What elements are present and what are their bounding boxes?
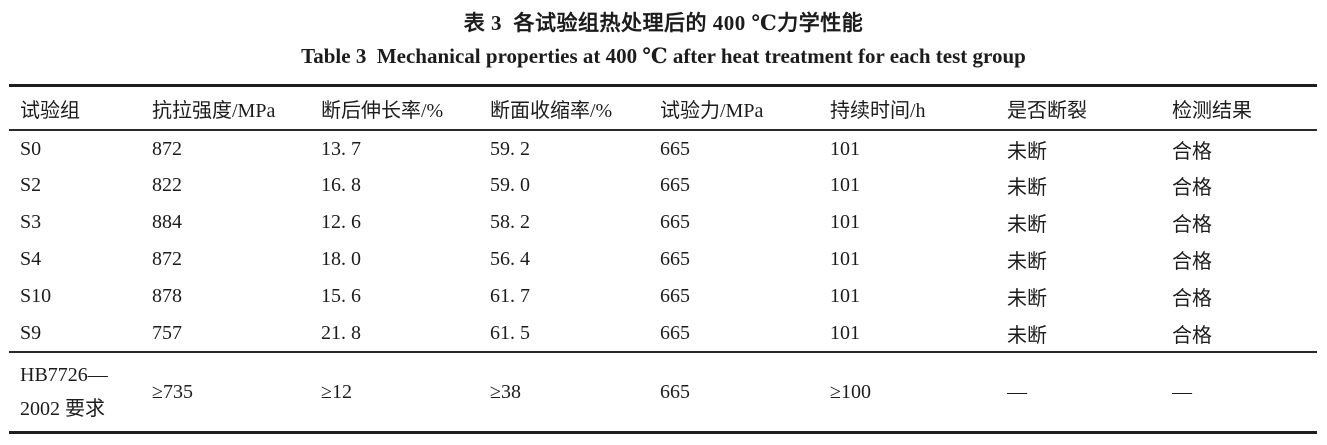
table-cell: 未断 [1007, 324, 1047, 347]
table-cell: — [1172, 351, 1317, 431]
table-caption-en: Table 3 Mechanical properties at 400 ℃ a… [301, 44, 1026, 68]
table-cell: S3 [20, 211, 42, 233]
table-cell: 合格 [1172, 214, 1212, 236]
table-cell: 822 [152, 174, 182, 196]
table-cell: 59. 2 [490, 137, 530, 160]
table-cell: 59. 0 [490, 174, 530, 196]
table-cell: ≥12 [321, 351, 490, 431]
table-cell: 21. 8 [321, 321, 361, 344]
table-cell: 101 [830, 321, 860, 344]
table-cell: 18. 0 [321, 248, 361, 270]
table-cell: 665 [660, 351, 830, 431]
table-cell: 56. 4 [490, 248, 530, 270]
table-cell: S9 [20, 321, 42, 344]
table-row-s4: S4 872 18. 0 56. 4 665 101 未断 合格 [9, 241, 1317, 278]
table-cell: ≥735 [152, 351, 321, 431]
table-row-s0: S0 872 13. 7 59. 2 665 101 未断 合格 [9, 130, 1317, 167]
table-cell: 101 [830, 137, 860, 160]
table-cell: 未断 [1007, 288, 1047, 310]
table-cell: S10 [20, 285, 52, 307]
column-header-tensile-strength: 抗拉强度/MPa [152, 87, 321, 131]
table-cell: S0 [20, 137, 42, 160]
table-cell: 合格 [1172, 288, 1212, 310]
table-cell: 未断 [1007, 140, 1047, 163]
table-cell: 合格 [1172, 140, 1212, 163]
column-header-test-force: 试验力/MPa [660, 87, 830, 131]
table-row-hb7726-requirement: HB7726— 2002 要求 ≥735 ≥12 ≥38 665 ≥100 — … [9, 351, 1317, 431]
table-cell: 61. 5 [490, 321, 530, 344]
table-cell: 合格 [1172, 251, 1212, 273]
table-cell: ≥38 [490, 351, 660, 431]
table-row-s9: S9 757 21. 8 61. 5 665 101 未断 合格 [9, 315, 1317, 352]
table-cell: 665 [660, 285, 690, 307]
table-cell: 665 [660, 174, 690, 196]
table-cell: 665 [660, 248, 690, 270]
table-cell: 757 [152, 321, 182, 344]
table-cell: 13. 7 [321, 137, 361, 160]
table-cell: 872 [152, 248, 182, 270]
table-cell: 872 [152, 137, 182, 160]
table-cell: 101 [830, 211, 860, 233]
table-row-s2: S2 822 16. 8 59. 0 665 101 未断 合格 [9, 167, 1317, 204]
table-cell: 878 [152, 285, 182, 307]
table-cell: 61. 7 [490, 285, 530, 307]
table-cell: 101 [830, 248, 860, 270]
table-cell: 12. 6 [321, 211, 361, 233]
column-header-duration: 持续时间/h [830, 87, 1007, 131]
table-cell: 665 [660, 211, 690, 233]
column-header-test-group: 试验组 [9, 87, 152, 131]
table-cell: 665 [660, 321, 690, 344]
table-cell: 101 [830, 174, 860, 196]
table-cell: 15. 6 [321, 285, 361, 307]
column-header-elongation: 断后伸长率/% [321, 87, 490, 131]
table-cell: S2 [20, 174, 42, 196]
table-cell: S4 [20, 248, 42, 270]
table-cell: 58. 2 [490, 211, 530, 233]
table-cell: 665 [660, 137, 690, 160]
table-cell: 合格 [1172, 324, 1212, 347]
table-cell: 未断 [1007, 214, 1047, 236]
table-cell: 未断 [1007, 251, 1047, 273]
header-row: 试验组 抗拉强度/MPa 断后伸长率/% 断面收缩率/% 试验力/MPa 持续时… [9, 87, 1317, 131]
table-caption-zh: 表 3 各试验组热处理后的 400 ℃力学性能 [463, 11, 864, 35]
table-container: 试验组 抗拉强度/MPa 断后伸长率/% 断面收缩率/% 试验力/MPa 持续时… [9, 84, 1317, 434]
column-header-fracture: 是否断裂 [1007, 87, 1172, 131]
column-header-result: 检测结果 [1172, 87, 1317, 131]
table-cell: 16. 8 [321, 174, 361, 196]
table-cell: 884 [152, 211, 182, 233]
table-cell: 101 [830, 285, 860, 307]
table-row-s10: S10 878 15. 6 61. 7 665 101 未断 合格 [9, 278, 1317, 315]
table-row-s3: S3 884 12. 6 58. 2 665 101 未断 合格 [9, 204, 1317, 241]
table-cell: 未断 [1007, 177, 1047, 199]
table-cell: — [1007, 351, 1172, 431]
table-cell: 合格 [1172, 177, 1212, 199]
table-cell: ≥100 [830, 351, 1007, 431]
table-cell: HB7726— 2002 要求 [9, 351, 152, 431]
mechanical-properties-table: 试验组 抗拉强度/MPa 断后伸长率/% 断面收缩率/% 试验力/MPa 持续时… [9, 87, 1317, 431]
column-header-reduction-of-area: 断面收缩率/% [490, 87, 660, 131]
